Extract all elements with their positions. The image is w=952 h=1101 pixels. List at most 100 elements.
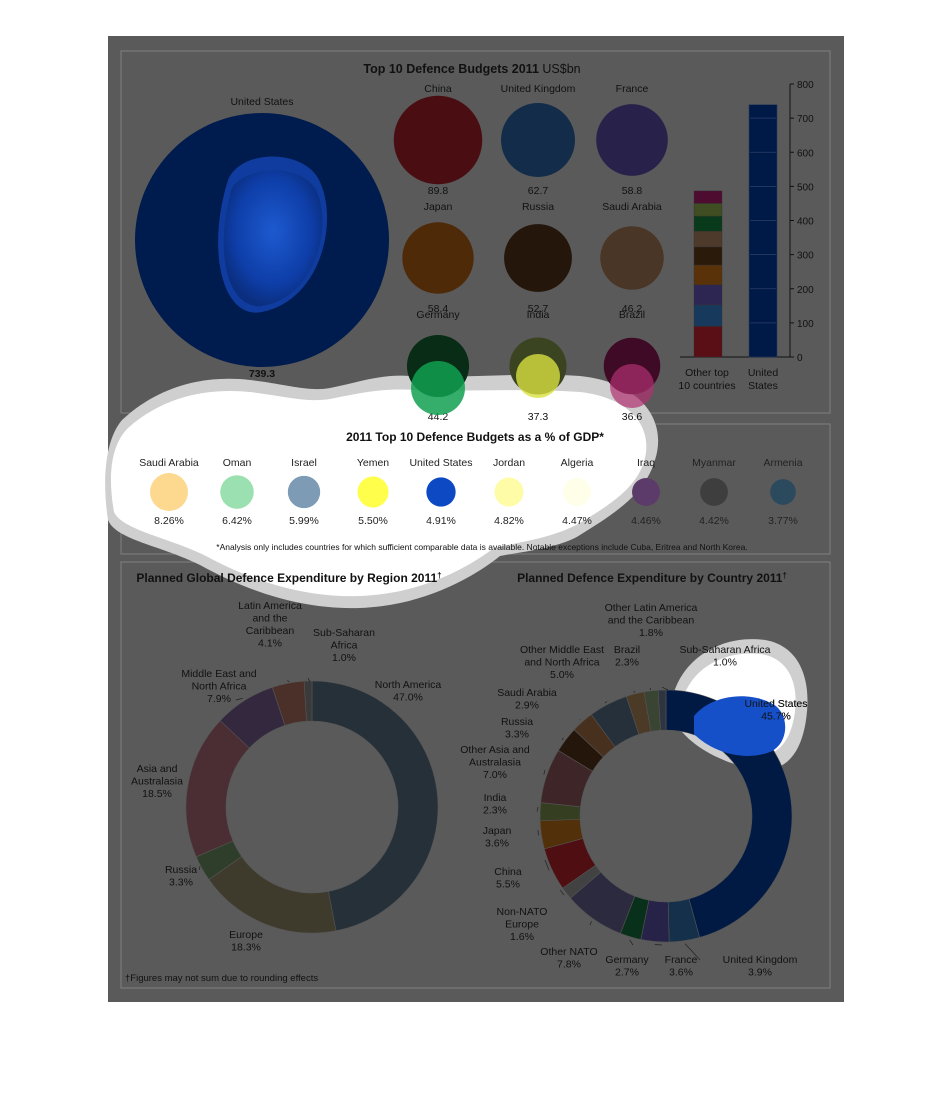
donut-label-middle-east-and-north-africa: North Africa — [192, 681, 247, 693]
donut-label-asia-and-australasia: Australasia — [131, 776, 183, 788]
gdp-value-united-states: 4.91% — [426, 515, 456, 527]
bubble-value-india: 37.3 — [528, 411, 549, 423]
bubble-germany-highlight — [411, 361, 465, 415]
donut-label-other-asia-and-australasia: Other Asia and — [460, 744, 530, 756]
gdp-value-saudi-arabia: 8.26% — [154, 515, 184, 527]
donut-label-saudi-arabia: Saudi Arabia — [497, 687, 557, 699]
gdp-dot-jordan — [494, 477, 523, 506]
gdp-value-oman: 6.42% — [222, 515, 252, 527]
bubble-label-india: India — [527, 309, 550, 321]
bubble-india-highlight — [516, 354, 560, 398]
region-donut-title: Planned Global Defence Expenditure by Re… — [136, 571, 441, 585]
bar-united-states — [749, 105, 777, 357]
bubble-saudi-arabia — [600, 226, 663, 289]
bar-category-label: 10 countries — [678, 380, 735, 392]
donut-label-sub-saharan-africa: Africa — [331, 640, 358, 652]
gdp-label-israel: Israel — [291, 457, 317, 469]
gdp-dot-yemen — [357, 476, 388, 507]
country-donut-title: Planned Defence Expenditure by Country 2… — [517, 571, 787, 585]
gdp-label-united-states: United States — [409, 457, 472, 469]
donut-label-other-nato: Other NATO — [540, 946, 597, 958]
donut-label-russia: Russia — [165, 864, 197, 876]
region-donut-title-text: Planned Global Defence Expenditure by Re… — [136, 571, 437, 585]
gdp-value-iraq: 4.46% — [631, 515, 661, 527]
bar-category-label: States — [748, 380, 778, 392]
gdp-chart-title: 2011 Top 10 Defence Budgets as a % of GD… — [346, 430, 604, 444]
donut-label-sub-saharan-africa: Sub-Saharan Africa — [679, 644, 770, 656]
donut-label-brazil: Brazil — [614, 644, 640, 656]
donut-label-saudi-arabia: 2.9% — [515, 700, 539, 712]
bubble-label-france: France — [616, 83, 649, 95]
bubble-value-united-kingdom: 62.7 — [528, 185, 549, 197]
donut-label-latin-america-and-the-caribbean: Caribbean — [246, 625, 295, 637]
donut-label-middle-east-and-north-africa: 7.9% — [207, 693, 231, 705]
donut-label-other-latin-america-and-the-caribbean: Other Latin America — [605, 602, 698, 614]
gdp-label-saudi-arabia: Saudi Arabia — [139, 457, 199, 469]
bubble-label-united-states: United States — [230, 96, 293, 108]
country-donut-title-mark: † — [782, 571, 786, 580]
donut-label-russia: 3.3% — [169, 877, 193, 889]
donut-label-russia: Russia — [501, 716, 533, 728]
bar-segment-japan — [694, 265, 722, 285]
gdp-label-jordan: Jordan — [493, 457, 525, 469]
gdp-label-yemen: Yemen — [357, 457, 389, 469]
bar-axis-tick-label: 600 — [797, 148, 814, 159]
bar-axis-tick-label: 500 — [797, 182, 814, 193]
donut-label-russia: 3.3% — [505, 729, 529, 741]
donut-label-sub-saharan-africa: 1.0% — [332, 652, 356, 664]
donut-label-non-nato-europe: Non-NATO — [497, 906, 548, 918]
donut-label-other-middle-east-and-north-africa: and North Africa — [524, 657, 599, 669]
bar-category-label: United — [748, 367, 779, 379]
donut-label-other-asia-and-australasia: 7.0% — [483, 769, 507, 781]
gdp-dot-israel — [288, 476, 320, 508]
gdp-label-myanmar: Myanmar — [692, 457, 736, 469]
donut-label-united-kingdom: United Kingdom — [723, 954, 798, 966]
bubble-united-kingdom — [501, 103, 575, 177]
bubble-japan — [402, 222, 473, 293]
donut-label-china: China — [494, 866, 522, 878]
bubble-brazil-highlight — [610, 364, 654, 408]
gdp-label-armenia: Armenia — [763, 457, 802, 469]
gdp-value-armenia: 3.77% — [768, 515, 798, 527]
donut-label-latin-america-and-the-caribbean: 4.1% — [258, 638, 282, 650]
bar-axis-tick-label: 800 — [797, 80, 814, 91]
bar-axis-tick-label: 100 — [797, 319, 814, 330]
bubble-value-china: 89.8 — [428, 185, 449, 197]
bar-segment-india — [694, 203, 722, 216]
gdp-dot-oman — [220, 475, 254, 509]
bubble-label-china: China — [424, 83, 452, 95]
donut-label-france: France — [665, 954, 698, 966]
bar-axis-tick-label: 200 — [797, 285, 814, 296]
bar-segment-germany — [694, 216, 722, 231]
bar-axis-tick-label: 0 — [797, 353, 803, 364]
bubble-label-russia: Russia — [522, 201, 554, 213]
donut-label-europe: 18.3% — [231, 942, 261, 954]
bar-segment-saudi-arabia — [694, 231, 722, 247]
donut-label-japan: 3.6% — [485, 838, 509, 850]
gdp-dot-myanmar — [700, 478, 728, 506]
donut-label-germany: Germany — [605, 954, 649, 966]
bubble-value-united-states: 739.3 — [249, 368, 275, 380]
donut-label-other-middle-east-and-north-africa: Other Middle East — [520, 644, 604, 656]
bar-segment-china — [694, 326, 722, 357]
bar-segment-france — [694, 285, 722, 305]
donut-label-india: 2.3% — [483, 805, 507, 817]
bar-segment-brazil — [694, 191, 722, 203]
gdp-value-algeria: 4.47% — [562, 515, 592, 527]
bubble-value-france: 58.8 — [622, 185, 643, 197]
donut-label-united-states-top: United States — [744, 698, 807, 710]
donut-label-other-latin-america-and-the-caribbean: 1.8% — [639, 627, 663, 639]
donut-label-india: India — [484, 792, 507, 804]
gdp-dot-united-states — [426, 477, 455, 506]
gdp-note: *Analysis only includes countries for wh… — [216, 542, 747, 552]
donut-label-north-america: North America — [375, 679, 442, 691]
bubble-chart-unit: US$bn — [542, 62, 580, 76]
donut-label-united-kingdom: 3.9% — [748, 967, 772, 979]
donut-label-north-america: 47.0% — [393, 692, 423, 704]
bubble-chart-title-text: Top 10 Defence Budgets 2011 — [363, 62, 542, 76]
donut-label-middle-east-and-north-africa: Middle East and — [181, 668, 256, 680]
bar-axis-tick-label: 700 — [797, 114, 814, 125]
bubble-france — [596, 104, 668, 176]
